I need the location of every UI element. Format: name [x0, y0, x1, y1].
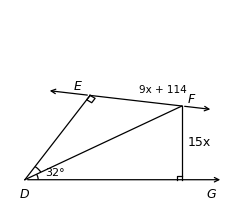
- Text: G: G: [206, 188, 216, 201]
- Text: 9x + 114: 9x + 114: [139, 85, 186, 95]
- Text: 15x: 15x: [187, 136, 210, 149]
- Text: E: E: [74, 81, 82, 93]
- Text: D: D: [20, 188, 30, 201]
- Text: F: F: [188, 93, 195, 106]
- Text: 32°: 32°: [45, 168, 65, 178]
